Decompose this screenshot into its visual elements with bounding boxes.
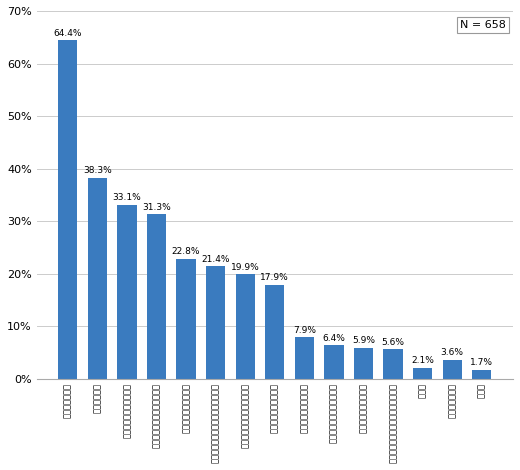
- Text: 6.4%: 6.4%: [322, 334, 345, 343]
- Bar: [176, 259, 196, 379]
- Bar: [354, 348, 373, 379]
- Bar: [324, 345, 344, 379]
- Text: 5.6%: 5.6%: [382, 338, 405, 347]
- Text: 21.4%: 21.4%: [201, 255, 230, 264]
- Text: 5.9%: 5.9%: [352, 336, 375, 345]
- Bar: [118, 205, 137, 379]
- Bar: [88, 178, 107, 379]
- Text: 2.1%: 2.1%: [411, 356, 434, 365]
- Bar: [58, 40, 77, 379]
- Text: 19.9%: 19.9%: [231, 263, 259, 272]
- Bar: [472, 370, 491, 379]
- Text: 1.7%: 1.7%: [470, 358, 493, 368]
- Text: 7.9%: 7.9%: [293, 326, 316, 335]
- Text: 38.3%: 38.3%: [83, 166, 112, 175]
- Text: 3.6%: 3.6%: [441, 348, 464, 357]
- Text: N = 658: N = 658: [460, 20, 506, 30]
- Text: 33.1%: 33.1%: [113, 193, 141, 202]
- Text: 64.4%: 64.4%: [54, 29, 82, 38]
- Text: 31.3%: 31.3%: [142, 203, 171, 212]
- Bar: [295, 337, 314, 379]
- Text: 17.9%: 17.9%: [261, 273, 289, 282]
- Bar: [206, 266, 225, 379]
- Text: 22.8%: 22.8%: [172, 247, 200, 257]
- Bar: [147, 214, 166, 379]
- Bar: [383, 350, 402, 379]
- Bar: [443, 360, 462, 379]
- Bar: [236, 274, 255, 379]
- Bar: [265, 285, 284, 379]
- Bar: [413, 368, 432, 379]
